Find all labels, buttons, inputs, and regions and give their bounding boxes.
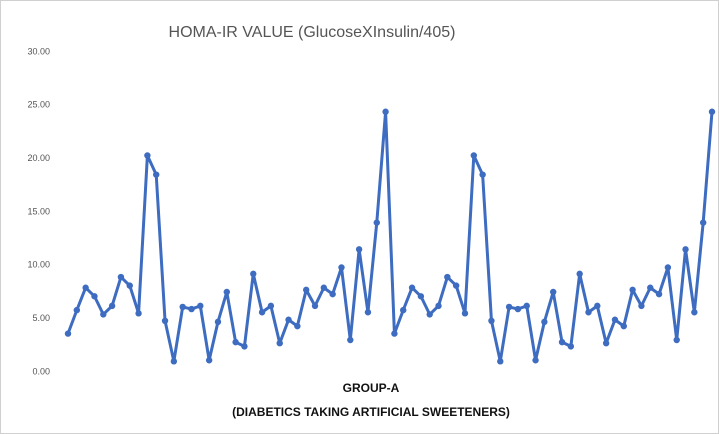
data-point — [338, 264, 345, 271]
data-point — [708, 108, 716, 115]
data-point — [320, 284, 328, 291]
data-point — [294, 322, 301, 330]
data-point — [417, 293, 425, 300]
data-point — [311, 302, 319, 310]
data-point — [197, 302, 204, 310]
series-line — [66, 110, 714, 363]
data-point — [541, 318, 548, 326]
data-point — [241, 343, 248, 350]
data-point — [444, 273, 451, 281]
data-point — [250, 270, 257, 278]
data-point — [532, 357, 539, 364]
data-point — [355, 246, 363, 253]
data-point — [435, 302, 442, 310]
data-point — [638, 302, 645, 310]
y-tick-label: 30.00 — [27, 46, 50, 56]
data-point — [497, 358, 504, 365]
data-point — [100, 311, 107, 318]
data-point — [373, 219, 380, 226]
data-point — [144, 152, 151, 159]
data-point — [108, 302, 116, 310]
data-point — [408, 284, 416, 291]
data-point — [64, 330, 72, 337]
data-point — [382, 108, 389, 115]
data-point — [223, 288, 230, 296]
y-tick-label: 15.00 — [27, 206, 50, 216]
data-point — [691, 309, 698, 316]
data-point — [276, 340, 283, 347]
data-point — [664, 264, 672, 271]
data-point — [179, 303, 186, 311]
data-point — [505, 303, 513, 311]
data-point — [550, 288, 557, 296]
data-point — [188, 305, 195, 313]
data-point — [205, 357, 213, 364]
data-point — [647, 284, 654, 291]
y-tick-label: 20.00 — [27, 153, 50, 163]
data-point — [126, 282, 133, 289]
data-point — [452, 282, 460, 289]
data-point — [285, 316, 292, 323]
data-point — [170, 358, 178, 365]
data-point — [682, 246, 689, 253]
data-point — [214, 318, 222, 326]
data-point — [611, 316, 619, 323]
data-point — [267, 302, 275, 310]
data-point — [391, 330, 398, 337]
data-point — [426, 311, 433, 318]
x-axis-label: (DIABETICS TAKING ARTIFICIAL SWEETENERS) — [232, 405, 510, 419]
data-point — [585, 309, 592, 316]
data-point — [594, 302, 601, 310]
y-tick-label: 0.00 — [32, 366, 50, 376]
chart-title: HOMA-IR VALUE (GlucoseXInsulin/405) — [169, 24, 456, 41]
data-point — [329, 290, 336, 298]
data-point — [347, 336, 354, 344]
data-point — [629, 286, 636, 294]
x-axis-label: GROUP-A — [343, 381, 400, 395]
y-tick-label: 5.00 — [32, 313, 50, 323]
data-point — [479, 171, 486, 178]
data-point — [135, 310, 142, 317]
data-point — [91, 293, 98, 300]
data-point — [400, 306, 407, 314]
data-point — [567, 343, 575, 350]
data-point — [558, 338, 566, 346]
data-point — [117, 273, 125, 281]
data-point — [258, 309, 266, 316]
data-point — [673, 336, 680, 344]
data-point — [699, 219, 707, 226]
data-point — [82, 284, 89, 291]
y-tick-label: 10.00 — [27, 260, 50, 270]
data-point — [461, 310, 469, 317]
data-point — [514, 305, 522, 313]
data-point — [364, 309, 372, 316]
data-point — [161, 317, 169, 324]
data-point — [73, 306, 81, 314]
data-point — [602, 340, 610, 347]
data-point — [302, 286, 310, 294]
data-point — [232, 338, 239, 346]
data-point — [576, 270, 583, 278]
data-point — [655, 290, 663, 298]
data-point — [620, 322, 627, 330]
y-tick-label: 25.00 — [27, 100, 50, 110]
data-point — [523, 302, 530, 310]
data-point — [153, 171, 160, 178]
data-point — [470, 152, 478, 159]
data-point — [488, 317, 495, 324]
